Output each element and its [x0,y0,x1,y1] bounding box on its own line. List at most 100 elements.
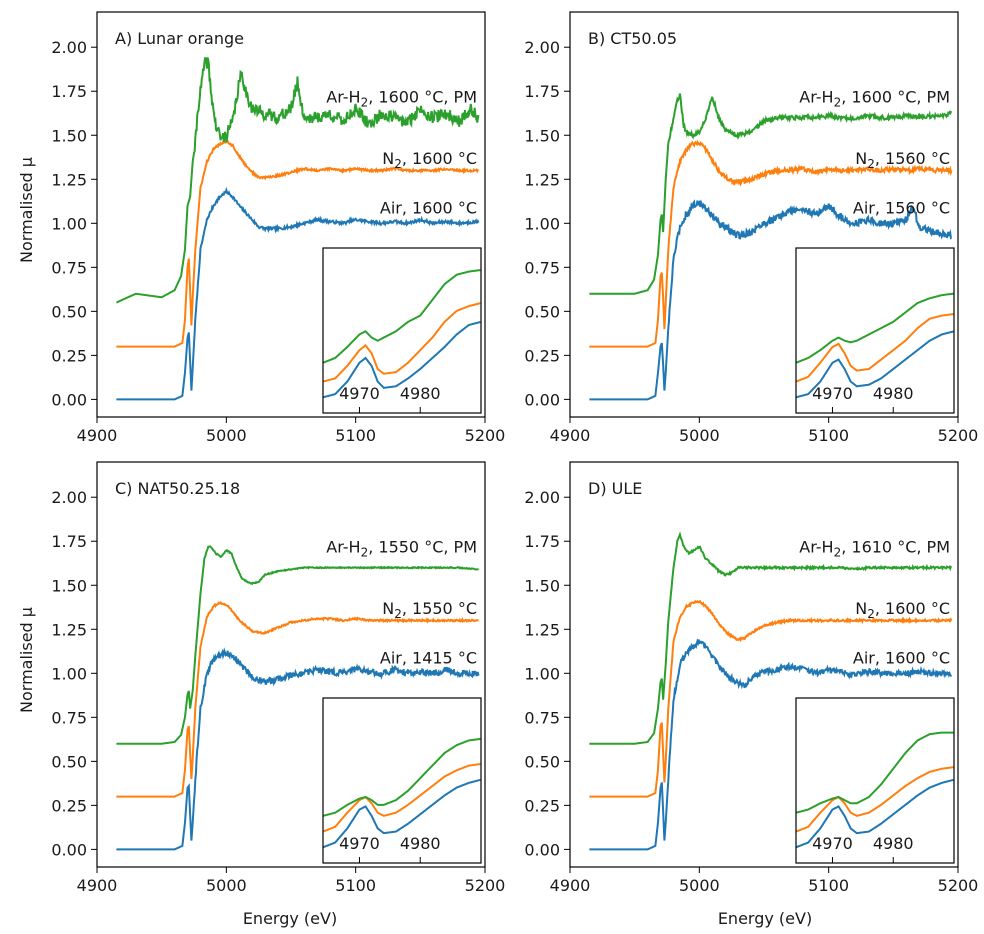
inset-frame [322,247,482,414]
y-tick-label: 0.50 [524,302,560,321]
x-tick-label: 5000 [679,426,720,445]
x-tick-label: 4900 [550,876,591,895]
y-axis-label-bottom: Normalised μ [17,607,36,713]
series-line-1 [116,139,479,348]
x-tick-label: 5200 [465,876,506,895]
inset-frame [795,247,955,414]
series-line-2 [589,93,953,295]
series-label-2: Ar-H2, 1600 °C, PM [799,88,950,110]
axes-frame [569,11,959,418]
inset-x-tick-label: 4980 [873,834,914,853]
y-tick-label: 1.00 [524,214,560,233]
y-tick-label: 1.25 [524,170,560,189]
x-tick-label: 5000 [679,876,720,895]
inset-frame [795,697,955,864]
x-tick-label: 5000 [206,426,247,445]
inset-frame [322,697,482,864]
series-line-1 [589,599,953,798]
inset-background [796,698,954,863]
y-tick-label: 1.00 [51,664,87,683]
inset-panel: 4970 4980 [322,697,482,864]
series-label-2: Ar-H2, 1610 °C, PM [799,538,950,560]
series-line-1 [589,139,953,348]
x-axis-label-left: Energy (eV) [243,909,337,928]
series-line-0 [589,638,953,851]
axes-frame [569,461,959,868]
inset-background [323,698,481,863]
axes-frame [96,461,486,868]
y-tick-label: 0.75 [51,708,87,727]
y-tick-label: 2.00 [524,38,560,57]
y-tick-label: 1.00 [51,214,87,233]
inset-series-line-0 [796,330,954,399]
chart-panel-0: 0.00 0.25 0.50 0.75 1.00 1.25 1.50 1.75 2.00 4900… [51,11,506,445]
chart-panel-3: 0.00 0.25 0.50 0.75 1.00 1.25 1.50 1.75 2.00 4900… [524,461,979,895]
y-tick-label: 0.25 [524,796,560,815]
y-tick-label: 1.00 [524,664,560,683]
x-axis-label-right: Energy (eV) [718,909,812,928]
chart-panel-2: 0.00 0.25 0.50 0.75 1.00 1.25 1.50 1.75 2.00 4900… [51,461,506,895]
chart-panel-1: 0.00 0.25 0.50 0.75 1.00 1.25 1.50 1.75 2.00 4900… [524,11,979,445]
y-tick-label: 1.75 [51,532,87,551]
x-tick-label: 5200 [938,876,979,895]
inset-series-line-1 [323,763,481,833]
x-tick-label: 5100 [335,426,376,445]
panel-label: B) CT50.05 [588,29,677,48]
series-label-1: N2, 1560 °C [855,149,950,171]
y-tick-label: 2.00 [51,38,87,57]
axes-frame [96,11,486,418]
series-label-0: Air, 1560 °C [853,198,950,217]
x-tick-label: 4900 [77,426,118,445]
series-label-1: N2, 1600 °C [855,599,950,621]
x-tick-label: 4900 [550,426,591,445]
y-tick-label: 1.50 [51,576,87,595]
y-tick-label: 0.25 [524,346,560,365]
y-tick-label: 0.50 [524,752,560,771]
series-label-2: Ar-H2, 1600 °C, PM [326,88,477,110]
y-tick-label: 0.75 [524,708,560,727]
series-line-2 [115,57,480,304]
series-line-2 [116,545,479,745]
inset-series-line-1 [796,313,954,383]
y-tick-label: 1.50 [524,576,560,595]
y-tick-label: 0.25 [51,346,87,365]
inset-series-line-1 [323,302,481,383]
x-tick-label: 5000 [206,876,247,895]
y-tick-label: 2.00 [524,488,560,507]
inset-series-line-2 [796,731,954,814]
inset-panel: 4970 4980 [795,697,955,864]
inset-x-tick-label: 4970 [339,384,380,403]
y-tick-label: 1.25 [524,620,560,639]
y-tick-label: 2.00 [51,488,87,507]
x-tick-label: 5100 [335,876,376,895]
series-line-0 [116,186,480,401]
inset-x-tick-label: 4970 [812,834,853,853]
y-tick-label: 1.25 [51,170,87,189]
inset-x-tick-label: 4980 [400,834,441,853]
panel-label: C) NAT50.25.18 [115,479,240,498]
series-label-0: Air, 1600 °C [380,198,477,217]
y-tick-label: 0.50 [51,752,87,771]
inset-x-tick-label: 4970 [339,834,380,853]
y-axis-label-top: Normalised μ [17,157,36,263]
inset-panel: 4970 4980 [795,247,955,414]
inset-series-line-0 [323,778,481,849]
y-tick-label: 0.00 [524,840,560,859]
y-tick-label: 1.75 [51,82,87,101]
x-tick-label: 5200 [938,426,979,445]
series-line-0 [116,647,480,851]
inset-x-tick-label: 4970 [812,384,853,403]
series-label-0: Air, 1415 °C [380,648,477,667]
inset-series-line-2 [323,737,481,817]
y-tick-label: 0.50 [51,302,87,321]
x-tick-label: 5200 [465,426,506,445]
panels: 0.00 0.25 0.50 0.75 1.00 1.25 1.50 1.75 2.00 4900… [51,11,979,895]
y-tick-label: 0.75 [524,258,560,277]
panel-label: A) Lunar orange [115,29,244,48]
y-tick-label: 0.25 [51,796,87,815]
series-line-0 [589,199,952,401]
y-tick-label: 1.75 [524,82,560,101]
y-tick-label: 0.00 [51,840,87,859]
y-tick-label: 1.50 [51,126,87,145]
